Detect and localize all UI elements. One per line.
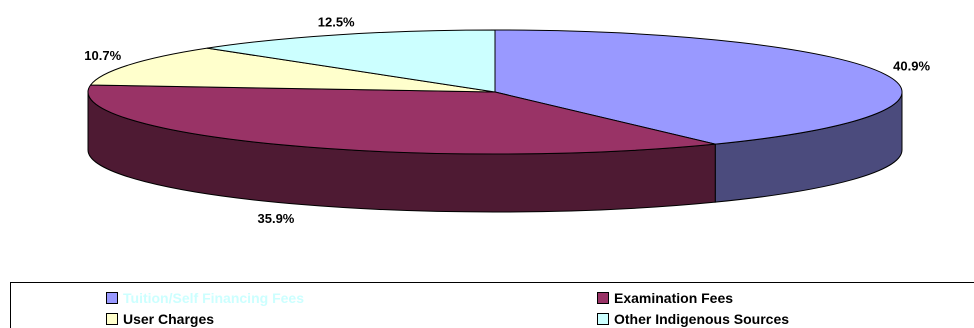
legend-swatch-tuition bbox=[106, 292, 118, 304]
legend-label-tuition: Tuition/Self Financing Fees bbox=[123, 290, 304, 306]
legend-item-tuition: Tuition/Self Financing Fees bbox=[106, 289, 304, 307]
legend-item-examination: Examination Fees bbox=[597, 289, 733, 307]
pie-slice-other-indigenous bbox=[206, 29, 496, 93]
legend-swatch-user-charges bbox=[106, 313, 118, 325]
data-label-examination: 35.9% bbox=[258, 211, 295, 226]
legend-item-other-indigenous: Other Indigenous Sources bbox=[597, 310, 789, 328]
data-label-user-charges: 10.7% bbox=[84, 48, 121, 63]
data-label-tuition: 40.9% bbox=[893, 58, 930, 73]
legend-label-other-indigenous: Other Indigenous Sources bbox=[614, 311, 790, 327]
legend-swatch-examination bbox=[597, 292, 609, 304]
pie-slice-user-charges bbox=[90, 47, 496, 93]
legend-label-examination: Examination Fees bbox=[614, 290, 734, 306]
legend-item-user-charges: User Charges bbox=[106, 310, 214, 328]
data-label-other-indigenous: 12.5% bbox=[318, 15, 355, 30]
chart-legend: Tuition/Self Financing Fees Examination … bbox=[10, 282, 974, 328]
legend-label-user-charges: User Charges bbox=[123, 311, 215, 327]
legend-swatch-other-indigenous bbox=[597, 313, 609, 325]
pie-slice-examination bbox=[87, 84, 716, 155]
